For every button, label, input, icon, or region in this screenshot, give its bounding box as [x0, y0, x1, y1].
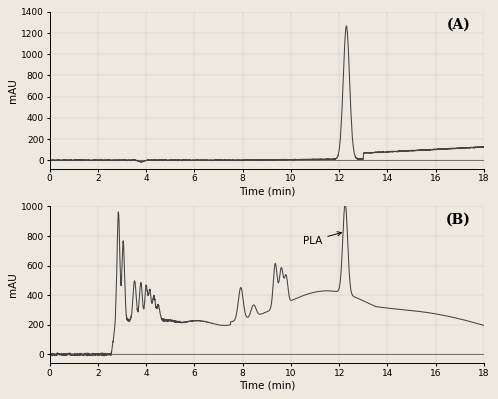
Text: (B): (B): [446, 213, 471, 227]
Y-axis label: mAU: mAU: [8, 78, 18, 103]
X-axis label: Time (min): Time (min): [239, 381, 295, 391]
Text: PLA: PLA: [303, 232, 342, 245]
Text: (A): (A): [447, 18, 471, 32]
X-axis label: Time (min): Time (min): [239, 186, 295, 196]
Y-axis label: mAU: mAU: [8, 273, 18, 297]
